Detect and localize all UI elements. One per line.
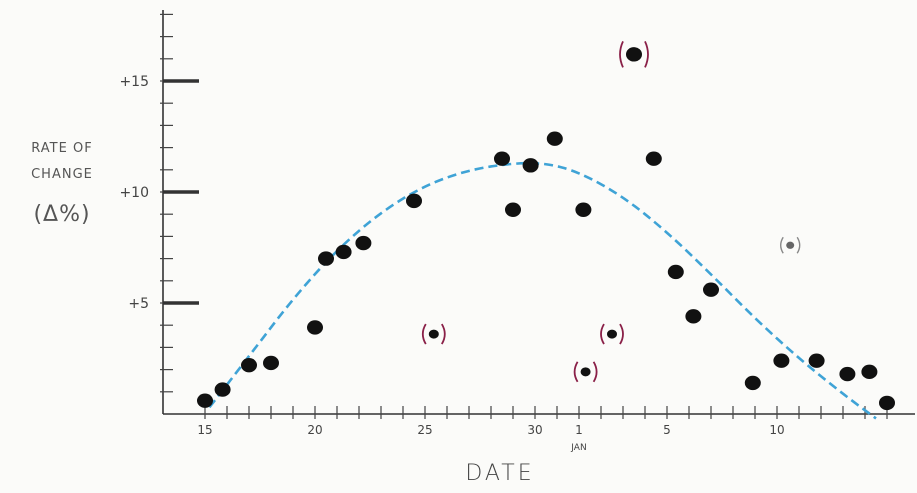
x-tick-label: 20	[307, 423, 322, 437]
right-bracket	[644, 40, 649, 68]
data-point	[703, 282, 719, 297]
data-point	[645, 151, 662, 166]
data-point	[355, 235, 372, 251]
y-label-line-2: CHANGE	[31, 167, 93, 182]
x-tick-label: 15	[197, 423, 212, 437]
left-bracket	[780, 236, 784, 254]
y-label-line-3: (Δ%)	[33, 202, 90, 227]
data-point	[808, 353, 825, 368]
left-bracket	[600, 323, 605, 345]
data-point	[214, 382, 231, 397]
x-tick-label: 30	[527, 423, 542, 437]
bracketed-point-dot	[580, 367, 591, 377]
left-bracket	[573, 361, 579, 383]
data-point	[839, 366, 856, 382]
faint-point-dot	[786, 241, 795, 249]
y-tick-label: +5	[128, 296, 149, 312]
data-point	[667, 264, 684, 280]
right-bracket	[619, 323, 624, 345]
data-point	[197, 393, 213, 408]
data-point	[263, 355, 279, 371]
data-point	[335, 244, 352, 260]
y-tick-label: +10	[119, 185, 149, 201]
faint-bracketed-point	[780, 236, 801, 254]
y-tick-label: +15	[119, 74, 149, 90]
trend-curve	[208, 161, 877, 420]
data-points-layer	[197, 40, 895, 411]
right-bracket	[796, 236, 801, 254]
data-point	[522, 158, 539, 173]
data-point	[241, 357, 257, 373]
data-point	[494, 151, 510, 166]
right-bracket	[441, 323, 446, 345]
data-point	[318, 251, 334, 266]
bracketed-point-dot	[626, 47, 642, 62]
bracketed-point	[619, 40, 649, 68]
data-point	[505, 202, 521, 217]
y-axis-label: RATE OF CHANGE (Δ%)	[31, 141, 93, 227]
x-tick-sublabel: JAN	[570, 443, 586, 453]
x-tick-label: 10	[769, 423, 784, 437]
trend-curve-layer	[208, 161, 877, 420]
x-tick-label: 25	[417, 423, 432, 437]
bracketed-point	[600, 323, 624, 345]
y-label-line-1: RATE OF	[31, 141, 92, 156]
x-tick-label: 1	[575, 423, 583, 437]
bracketed-point	[573, 361, 598, 383]
right-bracket	[592, 361, 598, 383]
left-bracket	[421, 323, 427, 345]
data-point	[744, 375, 761, 391]
data-point	[773, 353, 790, 368]
bracketed-point-dot	[607, 329, 617, 339]
data-point	[307, 320, 323, 335]
left-bracket	[619, 40, 624, 68]
bracketed-point	[421, 323, 446, 345]
data-point	[879, 395, 895, 411]
x-tick-label: 5	[663, 423, 671, 437]
x-axis-label: DATE	[465, 461, 534, 486]
data-point	[575, 202, 592, 217]
data-point	[406, 193, 422, 209]
data-point	[546, 131, 563, 146]
data-point	[685, 309, 702, 324]
bracketed-point-dot	[428, 329, 439, 339]
data-point	[861, 364, 878, 380]
